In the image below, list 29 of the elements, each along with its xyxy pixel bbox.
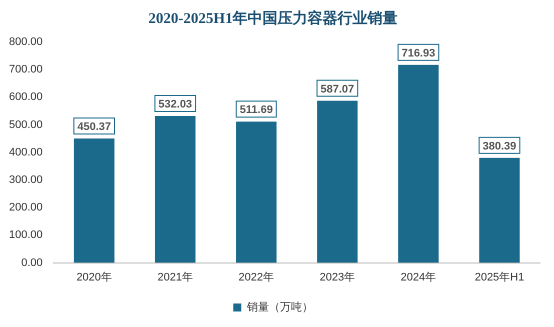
data-label: 716.93 — [402, 47, 436, 60]
x-tick-label: 2021年 — [157, 271, 193, 284]
y-tick-label: 600.00 — [8, 91, 43, 104]
bar — [236, 122, 277, 263]
y-tick-label: 300.00 — [8, 174, 43, 186]
x-tick-label: 2024年 — [400, 271, 436, 284]
data-label: 511.69 — [240, 104, 273, 116]
y-tick-label: 700.00 — [8, 64, 43, 76]
bar — [154, 116, 196, 263]
y-tick-label: 100.00 — [8, 229, 43, 242]
y-tick-label: 200.00 — [8, 202, 43, 214]
legend-label: 销量（万吨） — [246, 300, 313, 314]
bar — [479, 158, 520, 263]
y-tick-label: 400.00 — [8, 146, 43, 158]
y-tick-label: 800.00 — [8, 36, 43, 48]
data-label: 380.39 — [482, 140, 516, 152]
data-label: 450.37 — [77, 121, 111, 134]
bar — [398, 64, 439, 263]
bar — [317, 100, 358, 263]
y-tick-label: 500.00 — [8, 118, 43, 131]
data-label: 532.03 — [158, 98, 192, 110]
chart-title: 2020-2025H1年中国压力容器行业销量 — [148, 8, 398, 27]
x-tick-label: 2023年 — [320, 271, 356, 284]
x-tick-label: 2025年H1 — [474, 271, 524, 284]
data-label: 587.07 — [320, 83, 354, 96]
x-tick-label: 2020年 — [76, 271, 112, 284]
x-tick-label: 2022年 — [238, 271, 274, 284]
bar — [74, 138, 114, 263]
y-tick-label: 0.00 — [21, 256, 43, 269]
